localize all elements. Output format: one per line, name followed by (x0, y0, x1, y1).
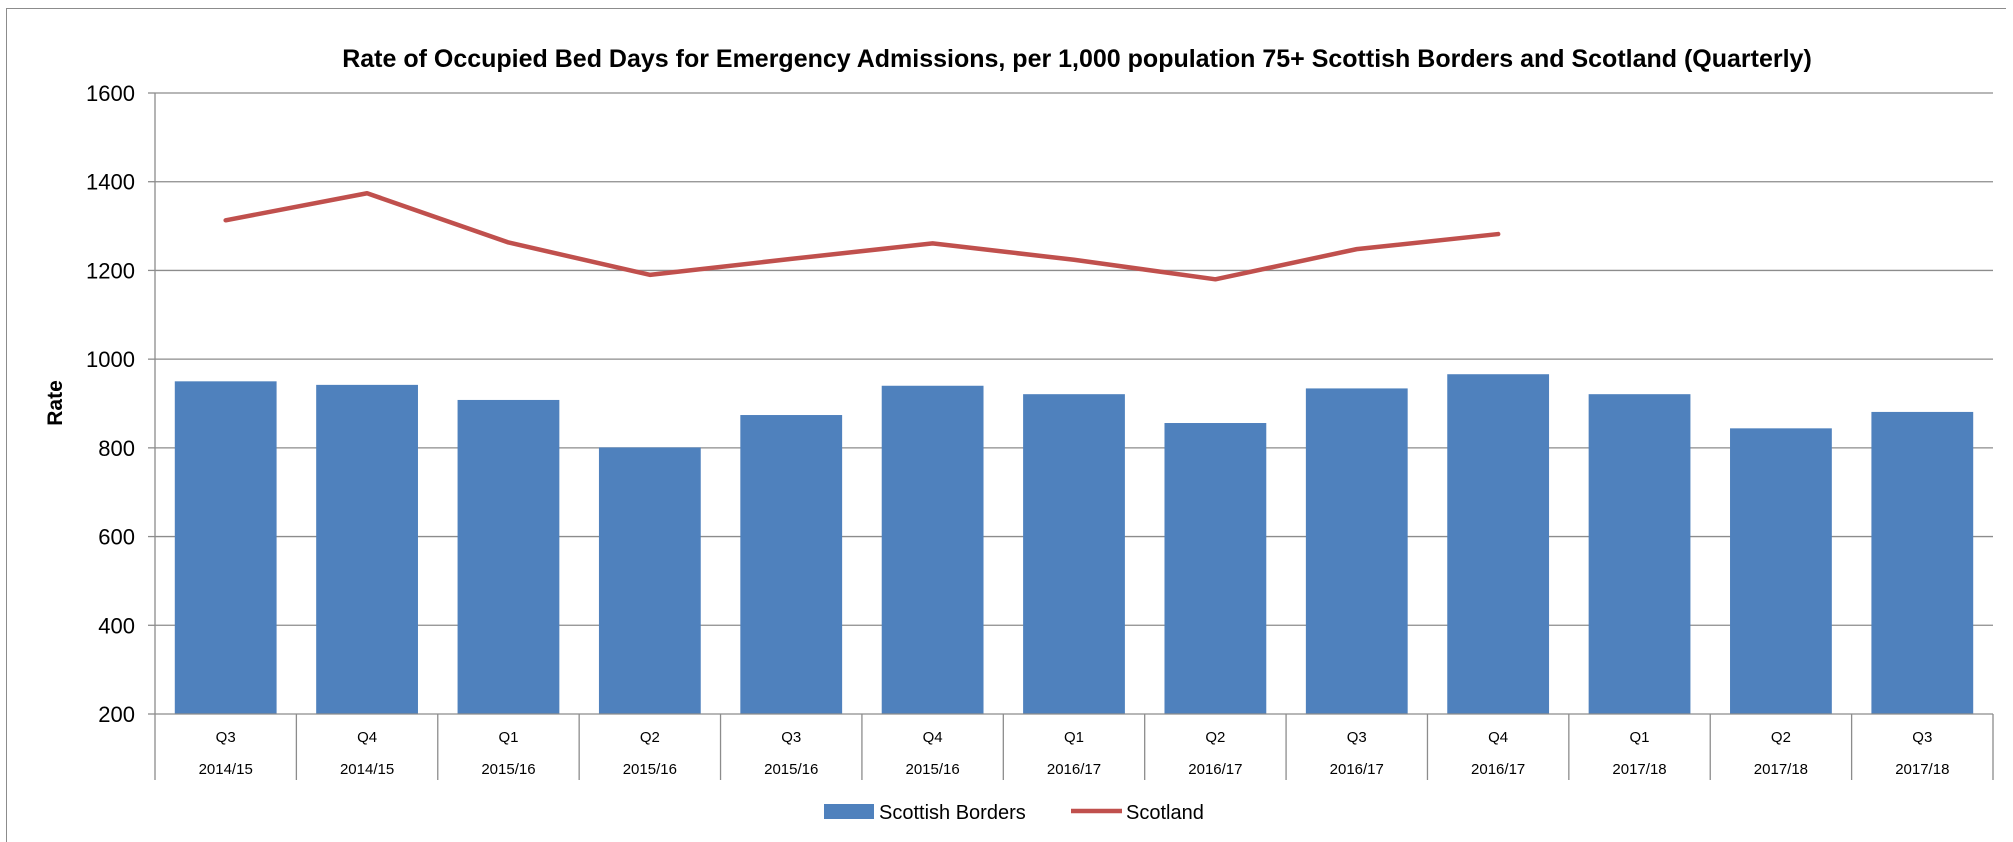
x-tick-label-year: 2014/15 (340, 761, 394, 778)
x-tick-label-quarter: Q2 (640, 729, 660, 746)
x-tick-label-year: 2016/17 (1047, 761, 1101, 778)
x-tick-label-year: 2014/15 (199, 761, 253, 778)
x-tick-label-year: 2015/16 (764, 761, 818, 778)
bar (1023, 394, 1125, 714)
y-tick-label: 800 (98, 436, 135, 461)
y-tick-label: 1400 (86, 170, 135, 195)
series-line (223, 190, 1501, 282)
bar (1447, 374, 1550, 714)
bar (740, 415, 843, 714)
x-axis: Q3 2014/15 Q4 2014/15 Q1 2015/16 Q2 2015/16 Q3 20… (154, 713, 1994, 780)
x-tick-label-year: 2016/17 (1330, 761, 1384, 778)
bar-series (174, 374, 1974, 714)
y-axis-ticks: 200 400 600 800 1000 1200 1400 1600 (86, 81, 156, 727)
x-tick-label-quarter: Q2 (1205, 729, 1225, 746)
x-tick-label-quarter: Q3 (1912, 729, 1932, 746)
x-tick-label-quarter: Q3 (781, 729, 801, 746)
bar (1588, 394, 1691, 714)
x-tick-label-year: 2015/16 (481, 761, 535, 778)
x-tick-label-year: 2017/18 (1754, 761, 1808, 778)
legend-swatch-bar (824, 804, 874, 819)
bar (598, 447, 701, 714)
x-tick-label-quarter: Q1 (1630, 729, 1650, 746)
y-tick-label: 1000 (86, 347, 135, 372)
legend: Scottish Borders Scotland (824, 802, 1204, 824)
x-tick-label-quarter: Q1 (498, 729, 518, 746)
y-tick-label: 200 (98, 702, 135, 727)
x-tick-label-quarter: Q2 (1771, 729, 1791, 746)
line-series (223, 190, 1501, 282)
x-tick-label-year: 2016/17 (1471, 761, 1525, 778)
chart-frame (6, 8, 2006, 842)
x-tick-label-year: 2016/17 (1188, 761, 1242, 778)
x-tick-label-year: 2015/16 (905, 761, 959, 778)
y-axis-label: Rate (44, 380, 67, 426)
chart-title: Rate of Occupied Bed Days for Emergency … (342, 45, 1812, 73)
bar (1871, 411, 1974, 714)
y-tick-label: 600 (98, 525, 135, 550)
x-tick-label-year: 2017/18 (1895, 761, 1949, 778)
bar (881, 385, 984, 714)
x-tick-label-quarter: Q4 (357, 729, 377, 746)
x-tick-label-year: 2015/16 (623, 761, 677, 778)
bar (1730, 428, 1832, 714)
y-tick-label: 400 (98, 613, 135, 638)
bar (457, 399, 560, 714)
x-tick-label-quarter: Q4 (1488, 729, 1508, 746)
y-tick-label: 1200 (86, 258, 135, 283)
x-tick-label-quarter: Q1 (1064, 729, 1084, 746)
legend-label: Scottish Borders (879, 802, 1026, 824)
legend-label: Scotland (1126, 802, 1204, 824)
y-tick-label: 1600 (86, 81, 135, 106)
x-tick-label-quarter: Q4 (923, 729, 943, 746)
x-tick-label-quarter: Q3 (216, 729, 236, 746)
bar (1305, 388, 1408, 714)
bar (1164, 423, 1267, 714)
x-tick-label-quarter: Q3 (1347, 729, 1367, 746)
bar (316, 384, 418, 714)
bar (174, 381, 277, 714)
x-tick-label-year: 2017/18 (1612, 761, 1666, 778)
